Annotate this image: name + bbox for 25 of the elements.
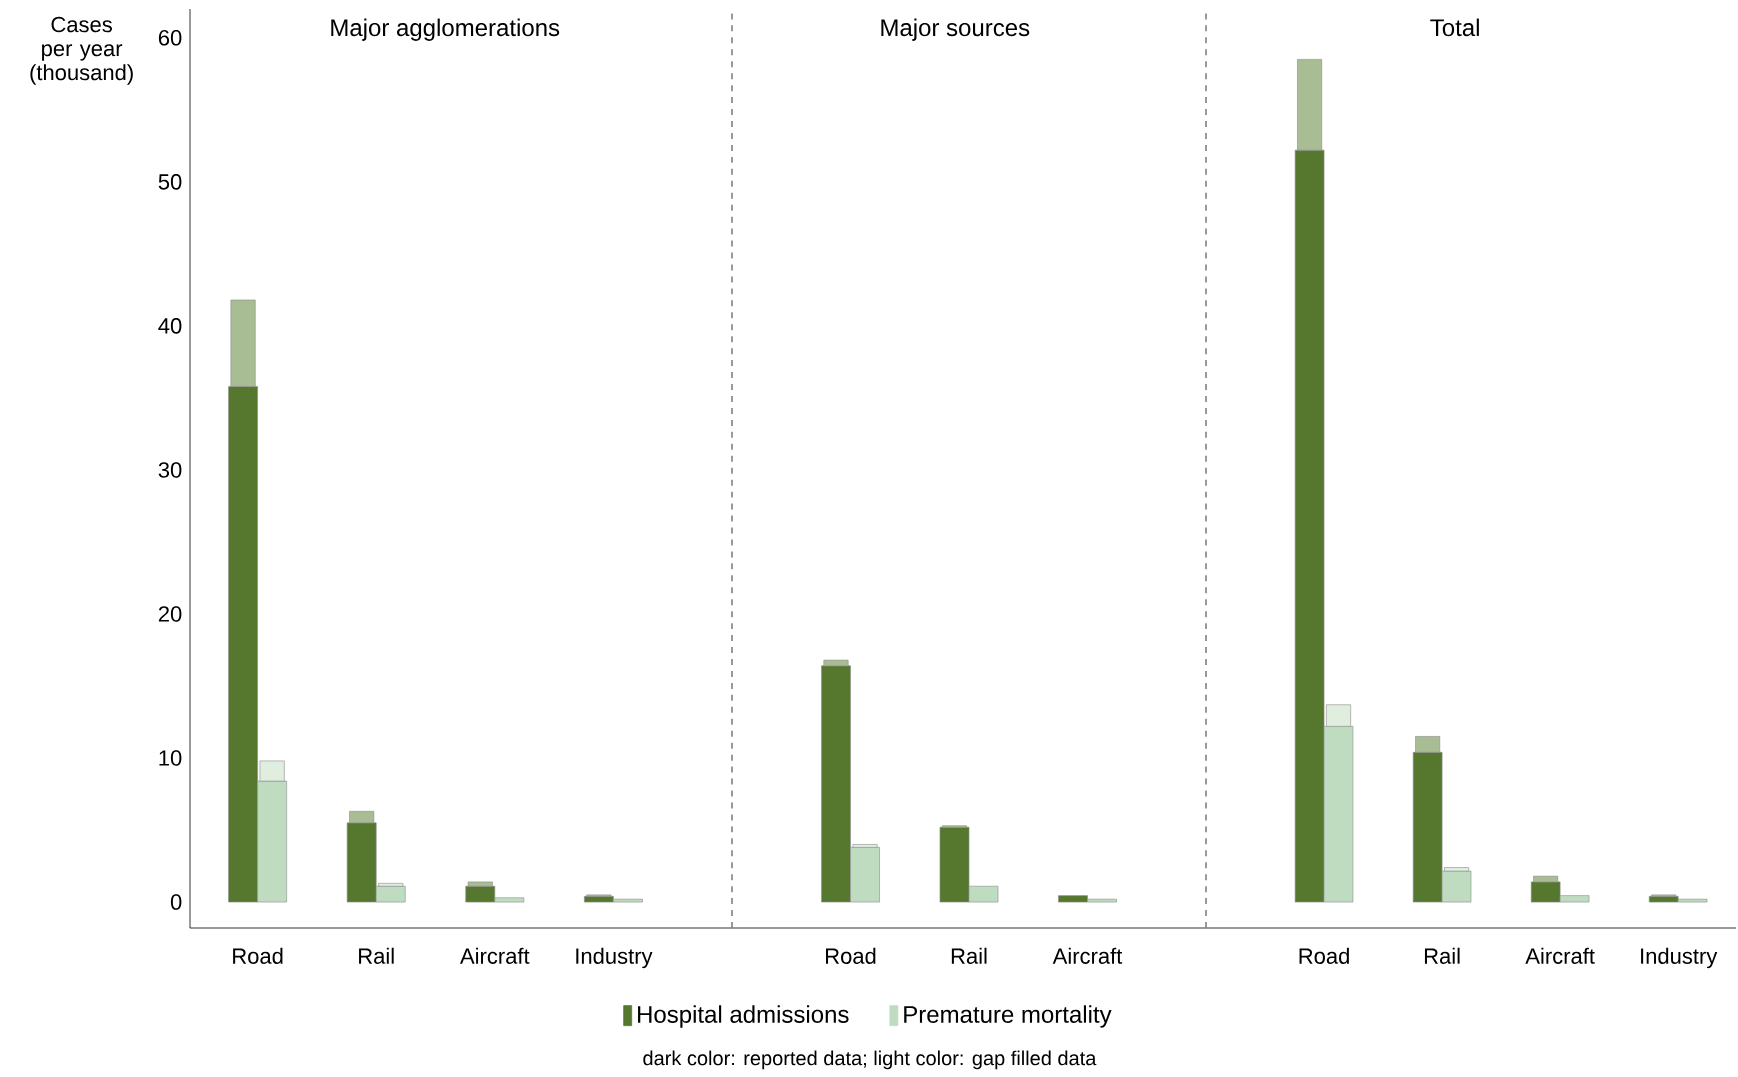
y-tick-label: 40: [158, 318, 182, 334]
x-tick-label: Road: [826, 947, 876, 964]
y-tick-label: 50: [158, 174, 182, 190]
x-tick-label: Industry: [576, 947, 653, 969]
chart-title: Major agglomerations: [331, 18, 560, 41]
x-tick-label: Rail: [359, 947, 394, 964]
legend-label: Hospital admissions: [638, 1005, 849, 1028]
y-tick-label: 30: [158, 462, 182, 478]
x-tick-label: Road: [233, 947, 283, 964]
y-tick-label: 0: [170, 894, 182, 910]
x-tick-label: Rail: [951, 947, 987, 964]
x-tick-label: Aircraft: [1525, 947, 1595, 964]
y-axis-title: Cases per year (thousand): [30, 16, 133, 85]
x-tick-label: Rail: [1424, 947, 1460, 964]
x-tick-label: Aircraft: [1052, 947, 1123, 964]
x-tick-label: Aircraft: [460, 947, 530, 964]
x-tick-label: Industry: [1641, 947, 1718, 969]
y-tick-label: 20: [158, 606, 182, 622]
chart-title: Total: [1430, 18, 1479, 37]
x-tick-label: Road: [1299, 947, 1349, 964]
chart-title: Major sources: [881, 18, 1030, 41]
text: dark color: reported data; light color: gap filled data: [643, 1050, 1097, 1070]
legend-label: Premature mortality: [904, 1005, 1112, 1028]
y-tick-label: 10: [159, 750, 182, 766]
y-tick-label: 60: [158, 30, 182, 46]
